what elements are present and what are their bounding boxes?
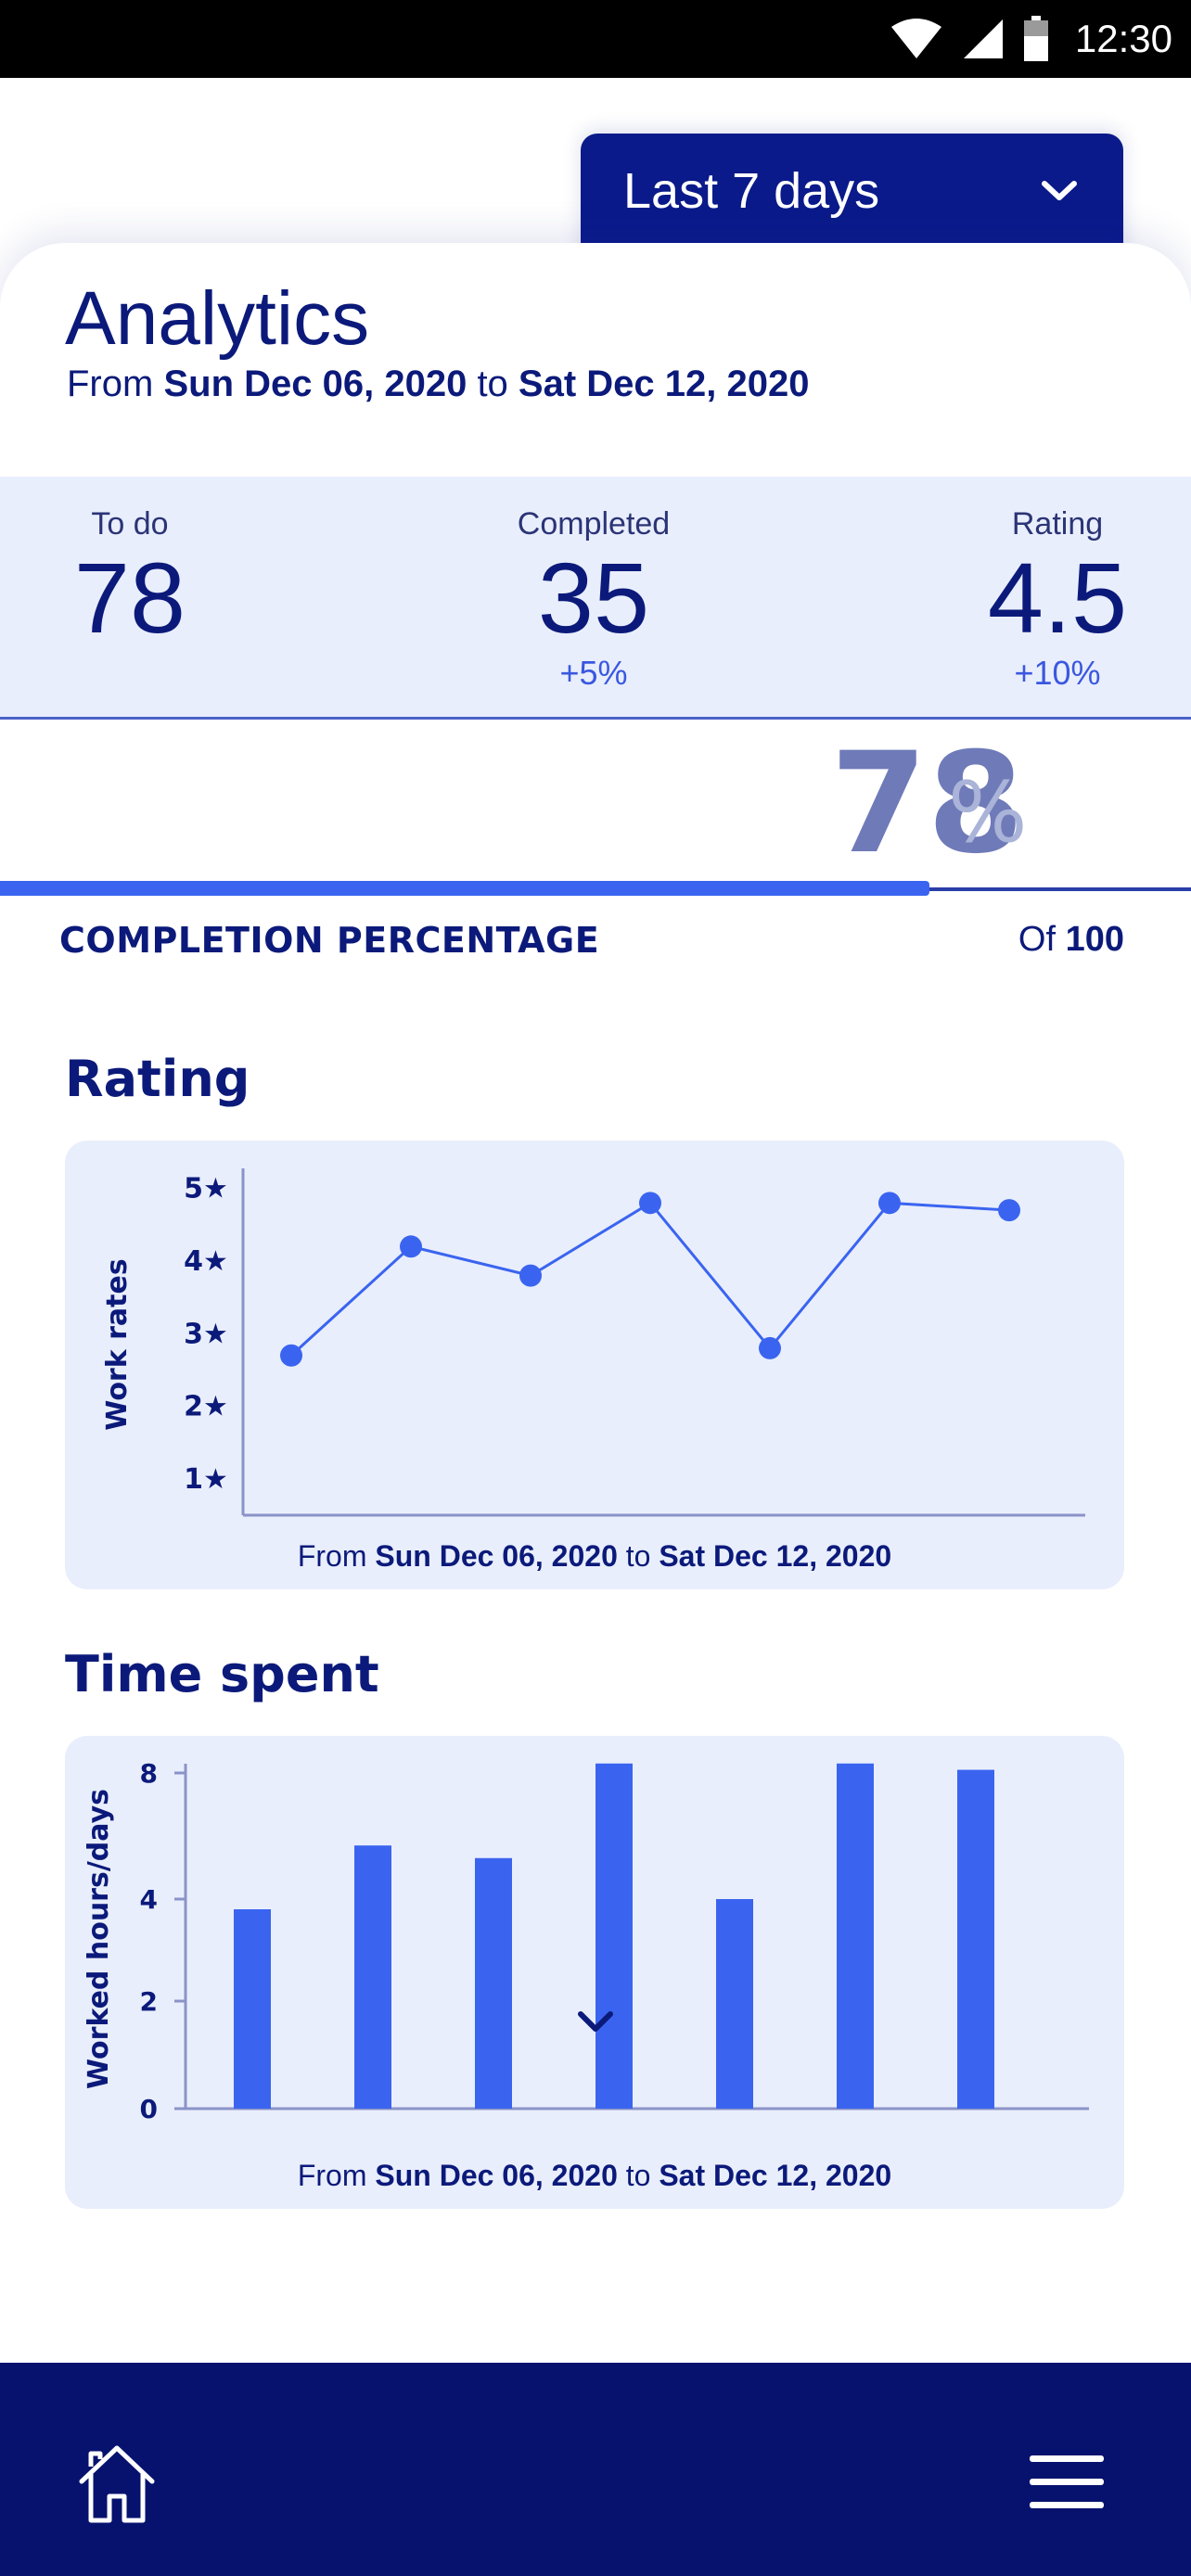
caption-start: Sun Dec 06, 2020 xyxy=(375,1539,618,1573)
time-bar xyxy=(957,1769,994,2109)
rating-point xyxy=(759,1336,781,1359)
y-tick-label: 3★ xyxy=(184,1318,228,1350)
completion-value: 78 xyxy=(830,723,1024,885)
bottom-navigation xyxy=(0,2363,1191,2576)
page-title: Analytics xyxy=(65,276,370,361)
completion-unit: % xyxy=(948,764,1028,861)
completion-of-total: 100 xyxy=(1065,920,1124,959)
date-range-label: Last 7 days xyxy=(623,163,880,219)
time-chart-panel: 0 2 4 8 Worked hours/days From Sun Dec 06, 2… xyxy=(65,1736,1124,2209)
range-end: Sat Dec 12, 2020 xyxy=(518,363,810,404)
stat-completed: Completed 35 +5% xyxy=(455,477,733,693)
rating-point xyxy=(280,1344,302,1367)
stat-completed-label: Completed xyxy=(517,506,671,542)
battery-icon xyxy=(1023,16,1048,61)
time-bar-chart: 0 2 4 8 Worked hours/days xyxy=(83,1758,1089,2124)
range-start: Sun Dec 06, 2020 xyxy=(163,363,467,404)
status-bar: 12:30 xyxy=(0,0,1191,78)
wifi-icon xyxy=(890,19,941,58)
y-tick-label: 5★ xyxy=(184,1173,228,1205)
completion-of: Of 100 xyxy=(1018,920,1124,960)
rating-point xyxy=(998,1199,1020,1222)
stats-band: To do 78 Completed 35 +5% Rating 4.5 +10… xyxy=(0,477,1191,720)
completion-label: COMPLETION PERCENTAGE xyxy=(59,920,600,961)
rating-point xyxy=(878,1192,901,1215)
rating-chart-caption: From Sun Dec 06, 2020 to Sat Dec 12, 202… xyxy=(65,1539,1124,1574)
completion-of-prefix: Of xyxy=(1018,920,1057,959)
stat-completed-value: 35 xyxy=(537,542,650,654)
analytics-card: Analytics From Sun Dec 06, 2020 to Sat D… xyxy=(0,243,1191,2376)
stat-rating-change: +10% xyxy=(1014,654,1101,692)
range-prefix: From xyxy=(67,363,154,404)
stat-completed-change: +5% xyxy=(559,654,628,692)
time-bar xyxy=(716,1899,753,2109)
caption-prefix: From xyxy=(297,1539,367,1573)
time-bar xyxy=(475,1857,512,2109)
y-tick-label: 0 xyxy=(140,2094,158,2124)
y-tick-label: 2★ xyxy=(184,1391,228,1423)
rating-chart-panel: 1★ 2★ 3★ 4★ 5★ Work rates From Sun Dec 06, 20… xyxy=(65,1141,1124,1589)
rating-point xyxy=(519,1264,542,1287)
rating-point xyxy=(400,1235,422,1258)
stat-todo: To do 78 xyxy=(0,477,269,654)
y-tick-label: 4 xyxy=(140,1884,158,1915)
progress-fill xyxy=(0,881,929,896)
time-bar xyxy=(596,1763,633,2109)
caption-mid: to xyxy=(625,2159,651,2192)
stat-todo-label: To do xyxy=(91,506,169,542)
y-tick-label: 1★ xyxy=(184,1463,228,1496)
y-tick-label: 8 xyxy=(140,1758,158,1789)
time-section-title: Time spent xyxy=(65,1645,379,1703)
caption-prefix: From xyxy=(297,2159,367,2192)
caption-mid: to xyxy=(625,1539,651,1573)
chevron-down-icon xyxy=(1036,163,1082,219)
time-bar xyxy=(837,1763,874,2109)
range-mid: to xyxy=(477,363,508,404)
date-range-dropdown[interactable]: Last 7 days xyxy=(581,134,1123,263)
rating-point xyxy=(639,1192,661,1215)
stat-rating-value: 4.5 xyxy=(987,542,1128,654)
y-tick-label: 4★ xyxy=(184,1245,228,1278)
rating-series-line xyxy=(289,1201,1010,1357)
caption-end: Sat Dec 12, 2020 xyxy=(659,2159,892,2192)
y-tick-label: 2 xyxy=(140,1986,158,2017)
stat-todo-value: 78 xyxy=(73,542,186,654)
caption-end: Sat Dec 12, 2020 xyxy=(659,1539,892,1573)
y-axis-label: Work rates xyxy=(101,1258,134,1430)
stat-rating-label: Rating xyxy=(1011,506,1104,542)
time-chart-caption: From Sun Dec 06, 2020 to Sat Dec 12, 202… xyxy=(65,2159,1124,2193)
status-time: 12:30 xyxy=(1074,17,1172,60)
date-range-text: From Sun Dec 06, 2020 to Sat Dec 12, 202… xyxy=(67,363,809,405)
rating-line-chart: 1★ 2★ 3★ 4★ 5★ Work rates xyxy=(101,1168,1085,1517)
y-axis-label: Worked hours/days xyxy=(83,1789,115,2089)
signal-icon xyxy=(963,19,1003,58)
caption-start: Sun Dec 06, 2020 xyxy=(375,2159,618,2192)
stat-rating: Rating 4.5 +10% xyxy=(918,477,1191,693)
rating-section-title: Rating xyxy=(65,1050,250,1108)
time-bar xyxy=(234,1909,271,2109)
home-icon[interactable] xyxy=(74,2441,160,2526)
chevron-down-icon[interactable] xyxy=(573,2003,618,2040)
menu-icon[interactable] xyxy=(1028,2452,1106,2513)
time-bar xyxy=(354,1845,391,2109)
